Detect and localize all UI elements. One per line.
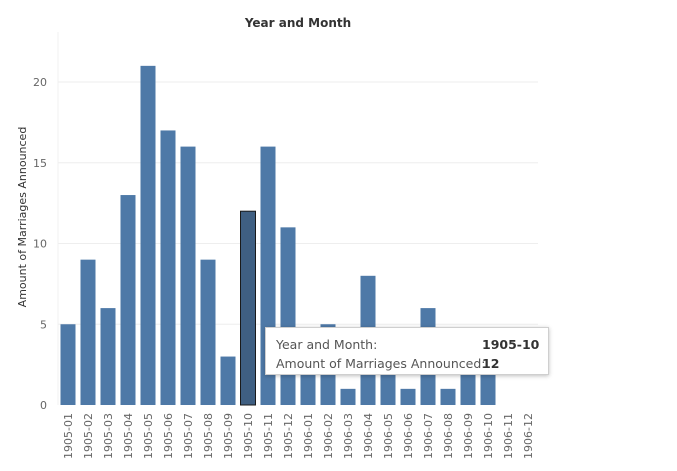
- bar-1906-03[interactable]: [340, 388, 356, 405]
- x-tick-label: 1906-06: [402, 413, 415, 459]
- x-tick-label: 1906-12: [522, 413, 535, 459]
- bar-1905-05[interactable]: [140, 65, 156, 405]
- x-tick-label: 1906-08: [442, 413, 455, 459]
- bar-1906-08[interactable]: [440, 388, 456, 405]
- x-tick-label: 1906-11: [502, 413, 515, 459]
- tooltip-value: 1905-10: [482, 337, 540, 352]
- x-tick-label: 1906-05: [382, 413, 395, 459]
- tooltip-row-amount: Amount of Marriages Announced: 12: [276, 354, 538, 373]
- y-tick-label: 10: [33, 238, 47, 251]
- bar-1905-07[interactable]: [180, 146, 196, 405]
- bar-1905-04[interactable]: [120, 195, 136, 405]
- x-tick-label: 1906-09: [462, 413, 475, 459]
- y-tick-label: 0: [40, 399, 47, 412]
- tooltip-key: Amount of Marriages Announced:: [276, 356, 486, 371]
- bar-1905-01[interactable]: [60, 324, 76, 405]
- tooltip-row-date: Year and Month: 1905-10: [276, 335, 540, 354]
- y-tick-label: 15: [33, 157, 47, 170]
- x-tick-label: 1905-12: [282, 413, 295, 459]
- x-tick-label: 1906-07: [422, 413, 435, 459]
- x-axis-ticks: 1905-01 1905-02 1905-03 1905-04 1905-05 1905-…: [62, 413, 535, 459]
- bar-1905-09[interactable]: [220, 356, 236, 405]
- x-tick-label: 1906-02: [322, 413, 335, 459]
- x-tick-label: 1905-04: [122, 413, 135, 459]
- x-tick-label: 1905-09: [222, 413, 235, 459]
- x-tick-label: 1905-01: [62, 413, 75, 459]
- x-tick-label: 1905-06: [162, 413, 175, 459]
- tooltip: Year and Month: 1905-10 Amount of Marria…: [265, 327, 549, 375]
- bar-1905-06[interactable]: [160, 130, 176, 405]
- y-tick-label: 20: [33, 76, 47, 89]
- x-tick-label: 1906-01: [302, 413, 315, 459]
- x-tick-label: 1905-10: [242, 413, 255, 459]
- x-tick-label: 1906-04: [362, 413, 375, 459]
- bar-1905-03[interactable]: [100, 308, 116, 405]
- y-axis-title: Amount of Marriages Announced: [16, 127, 29, 308]
- x-tick-label: 1905-08: [202, 413, 215, 459]
- bar-1905-12[interactable]: [280, 227, 296, 405]
- x-tick-label: 1905-02: [82, 413, 95, 459]
- chart-title: Year and Month: [244, 16, 351, 30]
- tooltip-key: Year and Month:: [276, 337, 378, 352]
- tooltip-value: 12: [482, 356, 500, 371]
- bar-1905-02[interactable]: [80, 259, 96, 405]
- x-tick-label: 1905-03: [102, 413, 115, 459]
- y-tick-label: 5: [40, 318, 47, 331]
- x-tick-label: 1906-10: [482, 413, 495, 459]
- gridlines: [57, 32, 538, 405]
- bar-1906-06[interactable]: [400, 388, 416, 405]
- bar-1905-08[interactable]: [200, 259, 216, 405]
- x-tick-label: 1905-07: [182, 413, 195, 459]
- x-tick-label: 1905-11: [262, 413, 275, 459]
- y-axis-ticks: 0 5 10 15 20: [33, 76, 47, 412]
- x-tick-label: 1905-05: [142, 413, 155, 459]
- bar-1905-10[interactable]: [240, 210, 256, 406]
- x-tick-label: 1906-03: [342, 413, 355, 459]
